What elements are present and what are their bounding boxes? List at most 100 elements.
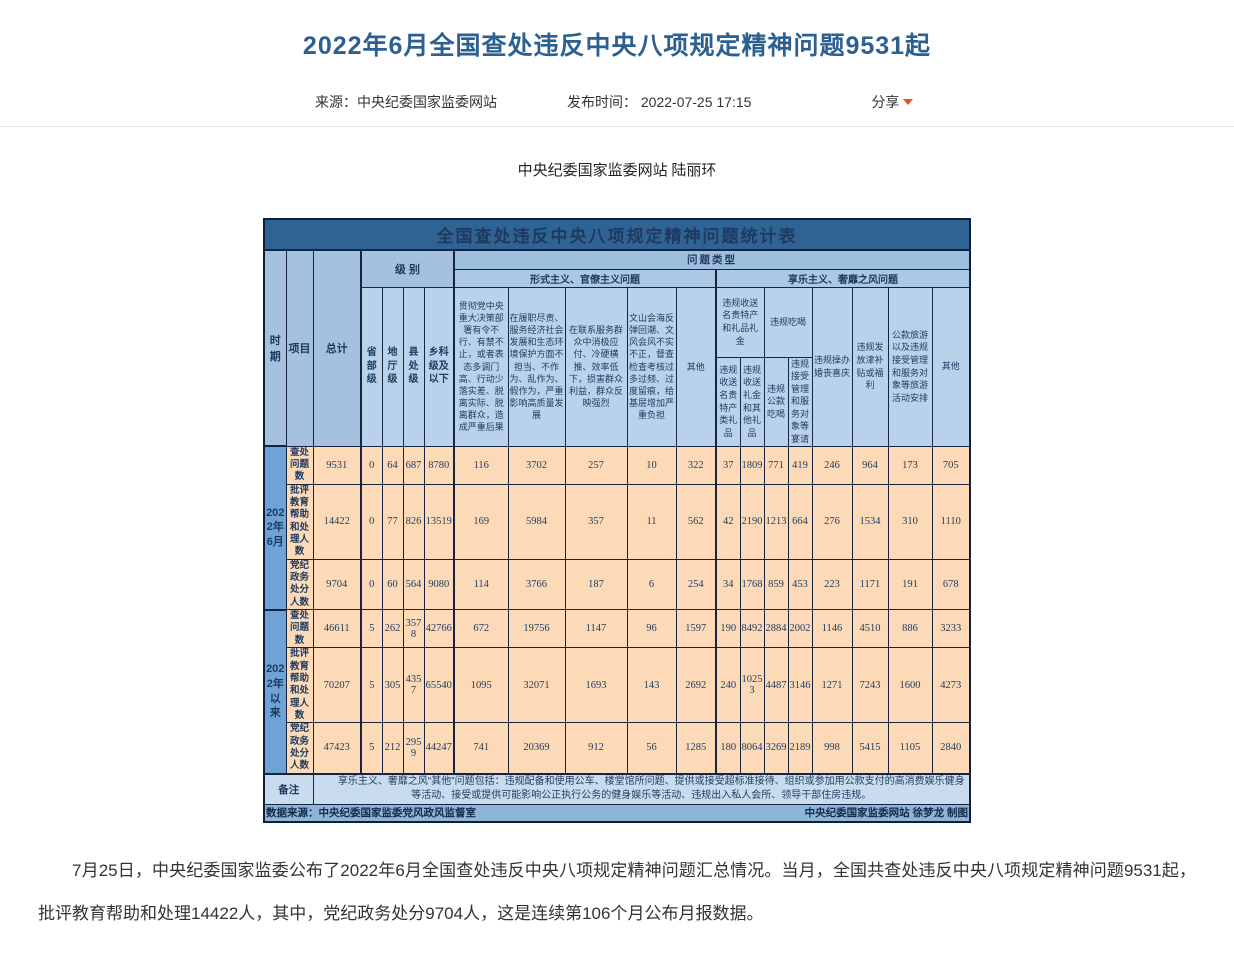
- data-cell: 5984: [507, 483, 566, 560]
- row-label: 党纪政务处分人数: [285, 722, 314, 775]
- share-label: 分享: [871, 94, 900, 110]
- data-cell: 143: [626, 647, 677, 724]
- article-paragraph: 7月25日，中央纪委国家监委公布了2022年6月全国查处违反中央八项规定精神问题…: [38, 861, 1196, 924]
- data-cell: 1768: [739, 558, 765, 611]
- data-cell: 1095: [453, 647, 509, 724]
- data-cell: 116: [453, 445, 509, 485]
- data-cell: 42: [715, 483, 741, 560]
- col-header-township: 乡科级及以下: [423, 286, 455, 447]
- statistics-table: 全国查处违反中央八项规定精神问题统计表 时期 项目 总计 级 别 问题类型 形式…: [263, 218, 971, 824]
- data-cell: 912: [564, 722, 628, 775]
- data-cell: 1271: [811, 647, 853, 724]
- data-cell: 453: [787, 558, 813, 611]
- col-header-formalism-3: 在联系服务群众中消极应付、冷硬横推、效率低下，损害群众利益，群众反映强烈: [564, 286, 628, 447]
- data-source-cell: 数据来源：中央纪委国家监委党风政风监督室 中央纪委国家监委网站 徐梦龙 制图: [263, 803, 971, 823]
- col-header-item: 项目: [285, 248, 314, 447]
- row-label: 查处问题数: [285, 445, 314, 485]
- table-title-row: 全国查处违反中央八项规定精神问题统计表: [263, 218, 971, 251]
- col-group-gifts: 违规收送名贵特产和礼品礼金: [715, 286, 765, 358]
- table-row: 批评教育帮助和处理人数 70207 5 305 4357 65540 1095 32071 16…: [264, 647, 971, 724]
- data-cell: 46611: [312, 609, 362, 649]
- header-row-3: 省部级 地厅级 县处级 乡科级及以下 贯彻党中央重大决策部署有令不行、有禁不止，…: [264, 286, 971, 447]
- col-group-formalism: 形式主义、官僚主义问题: [453, 268, 717, 288]
- data-cell: 65540: [423, 647, 455, 724]
- data-cell: 1146: [811, 609, 853, 649]
- data-cell: 240: [715, 647, 741, 724]
- col-header-total: 总计: [312, 248, 362, 447]
- data-cell: 257: [564, 445, 628, 485]
- data-cell: 20369: [507, 722, 566, 775]
- data-cell: 246: [811, 445, 853, 485]
- article-header: 2022年6月全国查处违反中央八项规定精神问题9531起 来源：中央纪委国家监委…: [0, 0, 1234, 127]
- data-cell: 276: [811, 483, 853, 560]
- data-cell: 2002: [787, 609, 813, 649]
- page-title: 2022年6月全国查处违反中央八项规定精神问题9531起: [302, 32, 932, 60]
- data-cell: 741: [453, 722, 509, 775]
- table-row: 批评教育帮助和处理人数 14422 0 77 826 13519 169 5984 357 11 5…: [264, 483, 971, 560]
- data-cell: 1693: [564, 647, 628, 724]
- table-row: 2022年6月 查处问题数 9531 0 64 687 8780 116 3702 257 10 32…: [263, 445, 971, 611]
- data-cell: 10: [626, 445, 677, 485]
- article-page: 2022年6月全国查处违反中央八项规定精神问题9531起 来源：中央纪委国家监委…: [0, 0, 1234, 924]
- period-cell: 2022年以来: [263, 608, 287, 775]
- data-cell: 1534: [851, 483, 889, 560]
- data-cell: 13519: [423, 483, 455, 560]
- data-cell: 1809: [739, 445, 765, 485]
- data-cell: 19756: [507, 609, 566, 649]
- data-cell: 2692: [675, 647, 717, 724]
- data-cell: 1600: [887, 647, 933, 724]
- data-cell: 1597: [675, 609, 717, 649]
- share-button[interactable]: 分享: [871, 92, 914, 112]
- col-header-period: 时期: [263, 248, 287, 447]
- data-source-right: 中央纪委国家监委网站 徐梦龙 制图: [804, 807, 968, 820]
- data-cell: 56: [626, 722, 677, 775]
- data-cell: 2959: [402, 722, 425, 775]
- data-cell: 2189: [787, 722, 813, 775]
- data-cell: 3233: [931, 609, 971, 649]
- data-cell: 70207: [312, 647, 362, 724]
- data-cell: 254: [675, 558, 717, 611]
- data-cell: 191: [887, 558, 933, 611]
- data-cell: 187: [564, 558, 628, 611]
- data-cell: 47423: [312, 722, 362, 775]
- data-cell: 6: [626, 558, 677, 611]
- col-header-formalism-1: 贯彻党中央重大决策部署有令不行、有禁不止，或者表态多调门高、行动少落实差、脱离实…: [453, 286, 509, 447]
- data-cell: 37: [715, 445, 741, 485]
- table-title: 全国查处违反中央八项规定精神问题统计表: [263, 218, 971, 251]
- data-cell: 173: [887, 445, 933, 485]
- header-row-4: 违规收送名贵特产类礼品 违规收送礼金和其他礼品 违规公款吃喝 违规接受管理和服务…: [264, 356, 970, 447]
- data-cell: 3578: [402, 609, 425, 649]
- data-cell: 180: [715, 722, 741, 775]
- data-source-left: 数据来源：中央纪委国家监委党风政风监督室: [266, 807, 476, 820]
- publish-time: 发布时间： 2022-07-25 17:15: [567, 94, 752, 110]
- table-row: 党纪政务处分人数 47423 5 212 2959 44247 741 20369 912 56 1…: [264, 722, 971, 775]
- data-cell: 1147: [564, 609, 628, 649]
- note-label: 备注: [263, 772, 314, 805]
- data-cell: 4357: [402, 647, 425, 724]
- col-group-hedonism: 享乐主义、奢靡之风问题: [715, 268, 971, 288]
- note-text: 享乐主义、奢靡之风“其他”问题包括：违规配备和使用公车、楼堂馆所问题、提供或接受…: [312, 772, 971, 805]
- data-cell: 0: [360, 445, 383, 485]
- data-cell: 2884: [763, 609, 789, 649]
- data-cell: 262: [381, 609, 404, 649]
- data-cell: 14422: [312, 483, 362, 560]
- col-header-dining-banquets: 违规接受管理和服务对象等宴请: [787, 356, 813, 447]
- period-cell: 2022年6月: [263, 445, 287, 611]
- data-cell: 678: [931, 558, 971, 611]
- data-cell: 32071: [507, 647, 566, 724]
- note-row: 备注 享乐主义、奢靡之风“其他”问题包括：违规配备和使用公车、楼堂馆所问题、提供…: [263, 772, 971, 805]
- col-header-weddings-funerals: 违规操办婚丧喜庆: [811, 286, 853, 447]
- data-cell: 687: [402, 445, 425, 485]
- data-cell: 2190: [739, 483, 765, 560]
- data-cell: 5415: [851, 722, 889, 775]
- data-cell: 7243: [851, 647, 889, 724]
- data-cell: 0: [360, 558, 383, 611]
- data-cell: 305: [381, 647, 404, 724]
- table-body: 2022年6月 查处问题数 9531 0 64 687 8780 116 3702 257 10 32…: [263, 445, 971, 775]
- row-label: 查处问题数: [285, 609, 314, 649]
- data-cell: 1105: [887, 722, 933, 775]
- data-cell: 223: [811, 558, 853, 611]
- col-group-level: 级 别: [360, 249, 455, 288]
- image-caption: 中央纪委国家监委网站 陆丽环: [517, 163, 717, 179]
- data-cell: 5: [360, 609, 383, 649]
